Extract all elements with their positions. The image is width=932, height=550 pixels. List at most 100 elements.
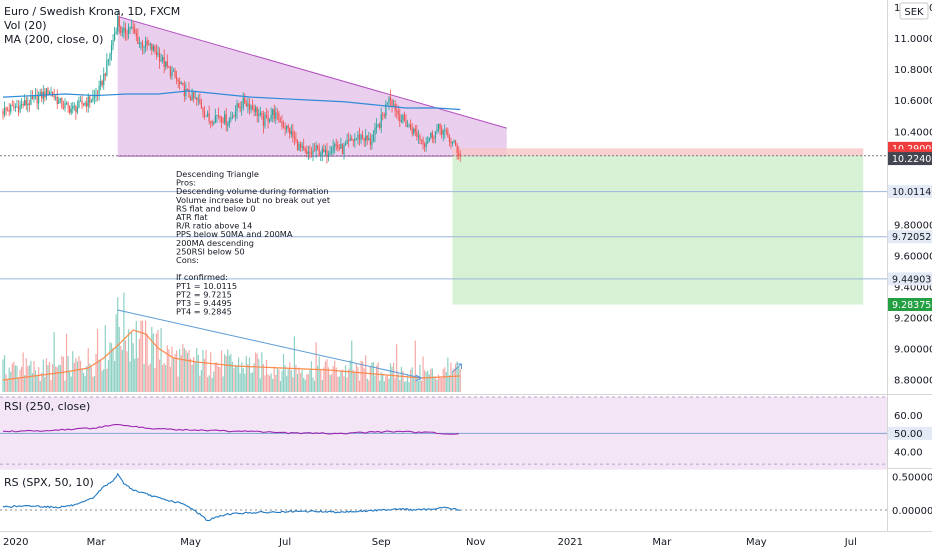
volume-bar[interactable] bbox=[185, 349, 187, 392]
candle[interactable] bbox=[214, 108, 216, 124]
volume-bar[interactable] bbox=[434, 376, 437, 392]
volume-bar[interactable] bbox=[115, 314, 117, 392]
candle[interactable] bbox=[38, 91, 40, 110]
candle[interactable] bbox=[166, 54, 168, 69]
volume-bar[interactable] bbox=[399, 380, 401, 392]
rsi-line[interactable] bbox=[2, 423, 459, 435]
volume-bar[interactable] bbox=[298, 367, 300, 392]
candle[interactable] bbox=[340, 137, 342, 149]
volume-bar[interactable] bbox=[451, 370, 454, 392]
candle[interactable] bbox=[92, 89, 94, 103]
volume-bar[interactable] bbox=[358, 380, 361, 392]
volume-bar[interactable] bbox=[388, 378, 390, 392]
candle[interactable] bbox=[225, 107, 227, 132]
candle[interactable] bbox=[321, 145, 323, 162]
candle[interactable] bbox=[349, 134, 351, 142]
candle[interactable] bbox=[120, 25, 122, 36]
candle[interactable] bbox=[244, 93, 246, 105]
candle[interactable] bbox=[160, 53, 162, 62]
volume-bar[interactable] bbox=[389, 363, 392, 392]
candle[interactable] bbox=[326, 142, 328, 164]
candle[interactable] bbox=[233, 114, 235, 118]
volume-bar[interactable] bbox=[276, 367, 278, 392]
volume-bar[interactable] bbox=[135, 321, 137, 392]
volume-bar[interactable] bbox=[344, 365, 347, 392]
candle[interactable] bbox=[420, 139, 423, 145]
candle[interactable] bbox=[227, 121, 229, 132]
volume-bar[interactable] bbox=[129, 361, 131, 392]
candle[interactable] bbox=[284, 122, 286, 136]
volume-bar[interactable] bbox=[300, 373, 302, 392]
volume-bar[interactable] bbox=[58, 364, 60, 392]
candle[interactable] bbox=[306, 145, 308, 158]
volume-bar[interactable] bbox=[318, 356, 320, 392]
volume-bar[interactable] bbox=[248, 357, 251, 392]
volume-bar[interactable] bbox=[317, 365, 319, 392]
volume-bar[interactable] bbox=[382, 373, 384, 392]
volume-bar[interactable] bbox=[414, 340, 416, 392]
candle[interactable] bbox=[179, 77, 181, 90]
volume-bar[interactable] bbox=[3, 355, 6, 392]
candle[interactable] bbox=[19, 100, 21, 114]
volume-bar[interactable] bbox=[16, 365, 18, 392]
volume-bar[interactable] bbox=[183, 348, 185, 392]
volume-bar[interactable] bbox=[28, 365, 30, 392]
volume-bar[interactable] bbox=[124, 340, 127, 392]
candle[interactable] bbox=[86, 97, 88, 113]
candle[interactable] bbox=[343, 142, 345, 160]
volume-bar[interactable] bbox=[386, 375, 388, 392]
candle[interactable] bbox=[327, 150, 330, 162]
candle[interactable] bbox=[451, 141, 454, 147]
volume-bar[interactable] bbox=[21, 366, 23, 392]
volume-bar[interactable] bbox=[315, 342, 317, 392]
profit-target-zone[interactable] bbox=[452, 155, 864, 305]
volume-bar[interactable] bbox=[372, 362, 375, 392]
candle[interactable] bbox=[100, 75, 102, 91]
candle[interactable] bbox=[382, 112, 384, 121]
candle[interactable] bbox=[375, 118, 378, 134]
candle[interactable] bbox=[22, 101, 24, 109]
price-tag-4[interactable] bbox=[888, 185, 932, 199]
candle[interactable] bbox=[393, 99, 395, 108]
candle[interactable] bbox=[324, 145, 326, 157]
candle[interactable] bbox=[414, 124, 416, 137]
candle[interactable] bbox=[334, 142, 336, 154]
candle[interactable] bbox=[264, 112, 266, 129]
volume-bar[interactable] bbox=[295, 365, 297, 392]
volume-bar[interactable] bbox=[324, 361, 326, 392]
candle[interactable] bbox=[410, 119, 412, 131]
volume-bar[interactable] bbox=[417, 380, 419, 392]
volume-bar[interactable] bbox=[289, 362, 291, 392]
volume-bar[interactable] bbox=[242, 368, 244, 392]
volume-bar[interactable] bbox=[101, 370, 103, 392]
volume-bar[interactable] bbox=[165, 364, 167, 392]
candle[interactable] bbox=[256, 106, 258, 123]
candle[interactable] bbox=[275, 106, 277, 125]
volume-bar[interactable] bbox=[278, 369, 280, 392]
candle[interactable] bbox=[368, 131, 370, 141]
candle[interactable] bbox=[188, 81, 190, 99]
candle[interactable] bbox=[62, 100, 65, 110]
volume-bar[interactable] bbox=[313, 380, 316, 392]
candle[interactable] bbox=[239, 101, 241, 113]
volume-bar[interactable] bbox=[75, 357, 77, 392]
candle[interactable] bbox=[450, 137, 452, 149]
volume-bar[interactable] bbox=[84, 376, 86, 392]
candle[interactable] bbox=[411, 123, 413, 137]
volume-bar[interactable] bbox=[103, 369, 105, 392]
candle[interactable] bbox=[399, 108, 401, 128]
volume-bar[interactable] bbox=[138, 338, 140, 392]
volume-bar[interactable] bbox=[290, 370, 292, 392]
candle[interactable] bbox=[448, 134, 450, 147]
candle[interactable] bbox=[247, 97, 249, 114]
volume-bar[interactable] bbox=[362, 361, 364, 392]
candle[interactable] bbox=[276, 108, 278, 121]
volume-bar[interactable] bbox=[296, 374, 299, 392]
volume-bar[interactable] bbox=[239, 373, 241, 392]
volume-bar[interactable] bbox=[396, 344, 398, 392]
candle[interactable] bbox=[416, 124, 418, 141]
price-tag-3[interactable] bbox=[888, 152, 932, 166]
candle[interactable] bbox=[157, 45, 159, 58]
candle[interactable] bbox=[143, 45, 145, 55]
